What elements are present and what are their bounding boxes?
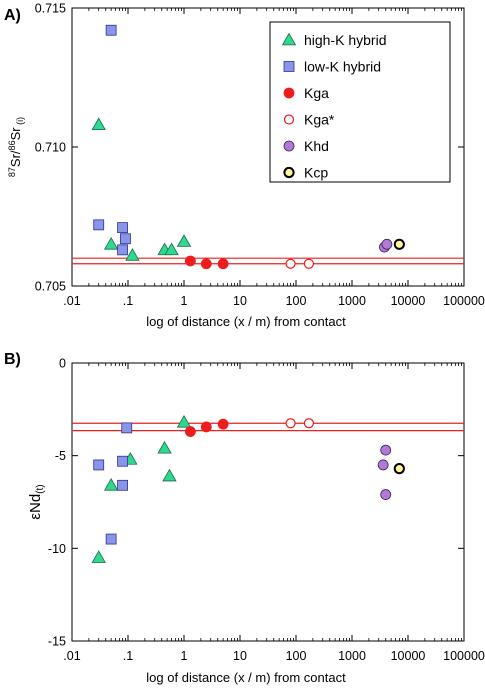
- panel-a-x-tick-label: .1: [123, 294, 133, 308]
- panel-b-y-tick-label: -15: [48, 635, 66, 649]
- panel-a-x-title: log of distance (x / m) from contact: [146, 314, 346, 329]
- panel-a-point-high-k-hybrid: [103, 236, 119, 250]
- panel-a-y-title-mid: 86: [7, 140, 17, 150]
- panel-b-point-kga: [217, 418, 229, 430]
- panel-a-point-low-k-hybrid: [117, 222, 128, 234]
- panel-b-y-title: εNd(t): [27, 484, 46, 519]
- panel-b-point-high-k-hybrid: [157, 440, 172, 454]
- panel-b-y-title-sub: (t): [35, 484, 46, 493]
- panel-b-point-kga: [285, 418, 296, 429]
- panel-b-reference-lines: [72, 422, 464, 432]
- legend-marker-high-k-hybrid: [281, 32, 297, 46]
- panel-a-point-kga: [303, 258, 315, 269]
- panel-a-x-tick-label: 1000: [338, 294, 366, 308]
- panel-a-x-tick-label: 10000: [391, 294, 426, 308]
- panel-b-point-high-k-hybrid: [162, 468, 177, 482]
- panel-b-x-tick-label: 1000: [338, 649, 366, 663]
- panel-a-y-title-sub: (i): [15, 117, 25, 128]
- panel-a-y-title-pre: 87: [7, 167, 17, 177]
- panel-b-x-tick-label: .01: [63, 649, 80, 663]
- panel-a-x-tick-label: .01: [63, 294, 80, 308]
- panel-b-point-low-k-hybrid: [93, 459, 105, 471]
- legend-label-high-k-hybrid: high-K hybrid: [304, 32, 387, 48]
- panel-a-x-tick-label: 100: [286, 294, 307, 308]
- panel-b-point-high-k-hybrid: [91, 550, 106, 563]
- panel-a-y-title-a: Sr/: [8, 150, 23, 167]
- panel-a-x-ticks: .01 .1 1 10 100 1000 10000 100000: [63, 8, 485, 308]
- panel-b-y-tick-label: -5: [55, 449, 66, 463]
- panel-b-y-ticks: -15 -10 -5 0: [48, 357, 464, 649]
- legend-label-khd: Khd: [304, 138, 329, 154]
- panel-a-point-low-k-hybrid: [120, 233, 131, 245]
- legend-marker-kga: [283, 114, 295, 125]
- panel-b-letter: B): [4, 351, 21, 368]
- panel-b-x-tick-label: 10000: [391, 649, 426, 663]
- panel-a-point-kga: [184, 255, 196, 267]
- panel-b-point-kga: [200, 421, 212, 433]
- panel-a-point-low-k-hybrid: [117, 244, 128, 256]
- legend-label-kga: Kga*: [304, 112, 335, 128]
- panel-a-x-tick-label: 1: [181, 294, 188, 308]
- panel-b-x-tick-label: .1: [123, 649, 133, 663]
- legend-label-kcp: Kcp: [304, 165, 328, 181]
- legend-marker-low-k-hybrid: [283, 61, 295, 72]
- panel-a-x-tick-label: 10: [233, 294, 247, 308]
- panel-b-x-ticks: .01 .1 1 10 100 1000 10000 100000: [63, 363, 485, 663]
- panel-a-point-high-k-hybrid: [125, 248, 140, 261]
- panel-b-x-title: log of distance (x / m) from contact: [146, 670, 346, 685]
- panel-b-point-high-k-hybrid: [103, 478, 119, 491]
- panel-a-point-kcp: [393, 238, 405, 250]
- panel-a-point-kga: [217, 258, 229, 270]
- panel-b-y-title-main: εNd: [27, 494, 44, 520]
- panel-b-x-tick-label: 100000: [443, 649, 485, 663]
- panel-a-point-high-k-hybrid: [91, 117, 106, 131]
- panel-a-letter: A): [4, 7, 21, 24]
- panel-a-y-title-b: Sr: [8, 127, 23, 141]
- panel-a-point-high-k-hybrid: [176, 234, 192, 247]
- panel-a-x-tick-label: 100000: [443, 294, 485, 308]
- panel-b-x-tick-label: 10: [233, 649, 247, 663]
- panel-b-point-khd: [380, 444, 392, 456]
- panel-a-y-tick-label: 0.715: [35, 2, 66, 16]
- panel-b: B) -15-10-50 .01.1 1 10 100 1000 10000 100000 …: [4, 351, 485, 685]
- panel-a-point-low-k-hybrid: [93, 219, 105, 231]
- panel-a-points: [91, 24, 405, 270]
- panel-b-point-kga: [303, 418, 315, 429]
- panel-a-y-tick-label: 0.710: [35, 141, 66, 155]
- legend-box: [269, 21, 451, 183]
- panel-b-point-kga: [184, 426, 196, 437]
- panel-b-point-low-k-hybrid: [105, 533, 117, 545]
- legend-marker-kcp: [283, 166, 295, 179]
- panel-b-point-kcp: [393, 463, 405, 475]
- panel-b-x-tick-label: 100: [286, 649, 307, 663]
- panel-b-y-tick-label: -10: [48, 542, 66, 556]
- panel-b-points: [91, 415, 405, 563]
- panel-a: A) 0.705 0.710 0.715 .01 .1 1 10 100 1000 10000 1…: [4, 2, 485, 330]
- panel-b-point-high-k-hybrid: [176, 415, 192, 428]
- panel-a-point-kga: [285, 258, 296, 269]
- panel-b-x-tick-label: 1: [181, 649, 188, 663]
- legend-marker-kga: [283, 87, 295, 99]
- panel-a-point-khd: [381, 238, 393, 250]
- panel-b-point-low-k-hybrid: [121, 422, 133, 434]
- legend-label-kga: Kga: [304, 85, 329, 101]
- legend-marker-khd: [283, 140, 295, 152]
- legend: high-K hybrid low-K hybrid Kga Kga* Khd Kcp: [269, 21, 451, 183]
- panel-a-y-tick-label: 0.705: [35, 280, 66, 294]
- legend-label-low-k-hybrid: low-K hybrid: [304, 59, 381, 75]
- panel-b-point-low-k-hybrid: [117, 479, 128, 491]
- panel-b-y-tick-label: 0: [59, 357, 66, 371]
- panel-b-point-low-k-hybrid: [117, 455, 128, 467]
- panel-a-y-ticks: 0.705 0.710 0.715: [35, 2, 464, 294]
- panel-a-point-low-k-hybrid: [105, 24, 117, 36]
- panel-a-point-high-k-hybrid: [164, 242, 179, 256]
- panel-b-point-khd: [380, 489, 392, 500]
- panel-b-frame: [71, 362, 465, 642]
- panel-a-point-kga: [200, 258, 212, 270]
- panel-a-y-title: 87Sr/86Sr (i): [7, 117, 25, 177]
- panel-b-point-khd: [377, 459, 389, 471]
